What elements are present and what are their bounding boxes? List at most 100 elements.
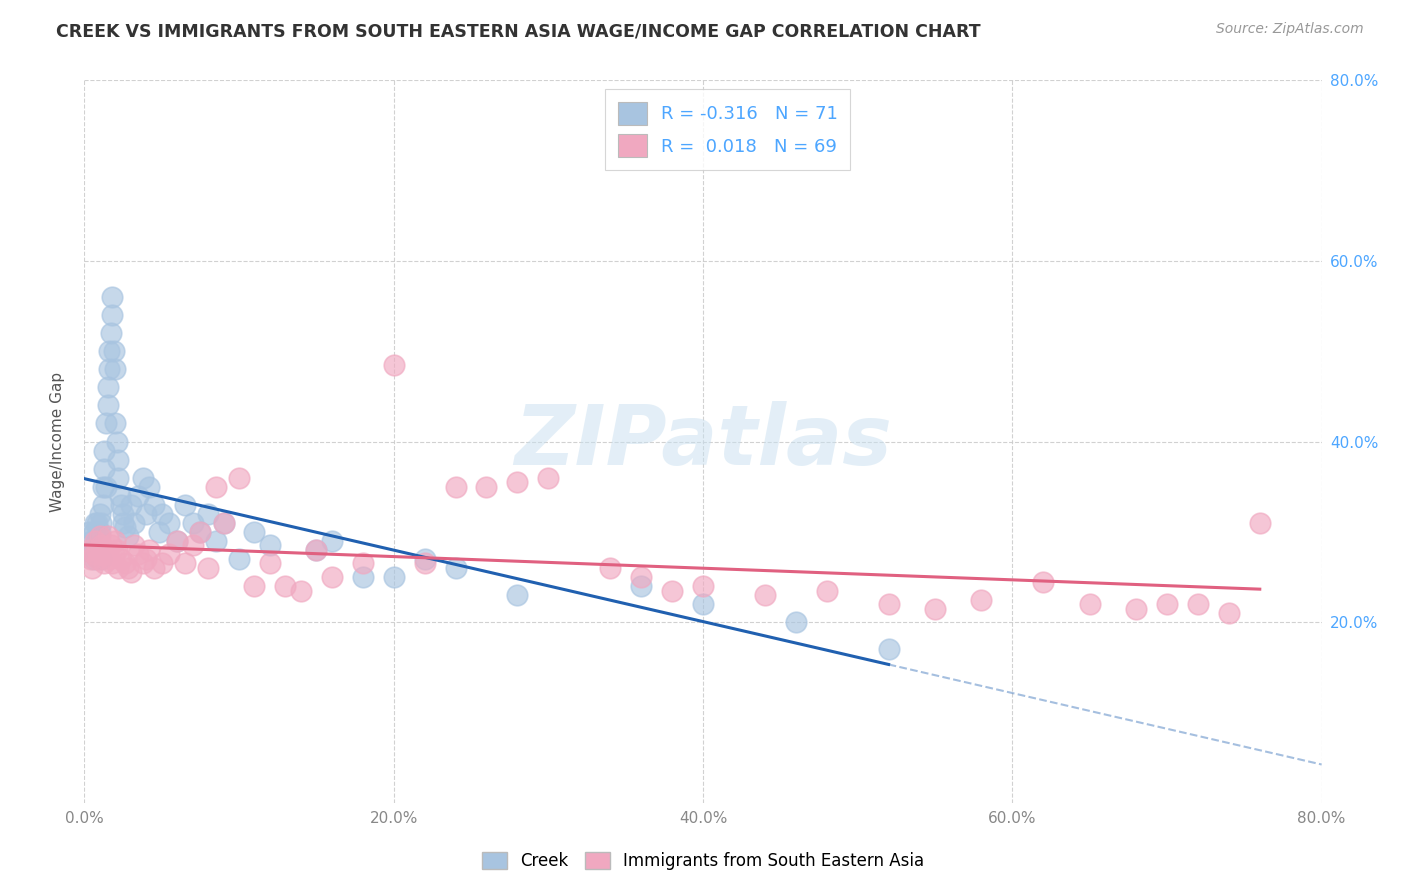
Point (1218, 606, 1240, 620)
Point (475, 480, 498, 494)
Point (101, 557, 124, 571)
Point (91, 548, 114, 562)
Point (90, 516, 112, 530)
Point (120, 498, 142, 512)
Point (205, 480, 228, 494)
Point (692, 579, 714, 593)
Point (101, 290, 124, 304)
Point (150, 557, 173, 571)
Point (321, 533, 343, 548)
Point (90, 552, 112, 566)
Point (661, 583, 683, 598)
Point (197, 507, 219, 521)
Point (1187, 597, 1209, 611)
Point (103, 344, 125, 359)
Text: ZIPatlas: ZIPatlas (515, 401, 891, 482)
Point (305, 542, 328, 557)
Point (321, 570, 343, 584)
Point (100, 326, 122, 340)
Point (537, 471, 560, 485)
Point (135, 507, 157, 521)
Point (143, 561, 166, 575)
Point (599, 561, 621, 575)
Point (94, 542, 117, 557)
Text: CREEK VS IMMIGRANTS FROM SOUTH EASTERN ASIA WAGE/INCOME GAP CORRELATION CHART: CREEK VS IMMIGRANTS FROM SOUTH EASTERN A… (56, 22, 981, 40)
Point (754, 588, 776, 602)
Point (91, 480, 114, 494)
Point (150, 507, 173, 521)
Point (86, 542, 108, 557)
Point (692, 597, 714, 611)
Point (630, 579, 652, 593)
Point (181, 516, 204, 530)
Point (352, 557, 374, 571)
Point (444, 561, 467, 575)
Point (120, 566, 142, 580)
Point (96, 398, 118, 412)
Point (444, 480, 467, 494)
Point (181, 538, 204, 552)
Point (84, 533, 107, 548)
Point (243, 524, 266, 539)
Y-axis label: Wage/Income Gap: Wage/Income Gap (51, 371, 65, 512)
Point (87, 529, 110, 543)
Point (259, 557, 281, 571)
Point (94, 480, 117, 494)
Point (148, 524, 170, 539)
Point (112, 516, 135, 530)
Point (382, 570, 405, 584)
Point (84, 542, 107, 557)
Point (212, 516, 235, 530)
Point (100, 538, 122, 552)
Point (98, 552, 121, 566)
Point (1249, 516, 1271, 530)
Point (413, 557, 436, 571)
Point (127, 548, 149, 562)
Point (630, 570, 652, 584)
Point (104, 533, 127, 548)
Point (212, 516, 235, 530)
Point (127, 489, 149, 503)
Point (87, 538, 110, 552)
Point (132, 471, 155, 485)
Point (89, 524, 111, 539)
Point (110, 552, 132, 566)
Point (924, 601, 946, 615)
Point (122, 516, 145, 530)
Point (83, 524, 105, 539)
Point (877, 597, 900, 611)
Point (86, 533, 108, 548)
Point (79, 552, 101, 566)
Point (197, 561, 219, 575)
Point (107, 452, 129, 467)
Point (98, 344, 121, 359)
Point (117, 561, 139, 575)
Point (112, 507, 135, 521)
Point (117, 529, 139, 543)
Point (1078, 597, 1101, 611)
Point (188, 524, 211, 539)
Point (89, 507, 111, 521)
Point (135, 552, 157, 566)
Point (205, 533, 228, 548)
Point (174, 557, 197, 571)
Point (188, 524, 211, 539)
Point (785, 615, 807, 630)
Point (104, 417, 127, 431)
Point (166, 533, 188, 548)
Point (86, 516, 108, 530)
Point (122, 538, 145, 552)
Point (1156, 597, 1178, 611)
Point (174, 498, 197, 512)
Point (89, 529, 111, 543)
Point (352, 570, 374, 584)
Point (93, 443, 115, 458)
Point (290, 583, 312, 598)
Point (143, 498, 166, 512)
Point (83, 552, 105, 566)
Point (228, 552, 250, 566)
Point (90, 538, 112, 552)
Point (166, 533, 188, 548)
Point (104, 362, 127, 376)
Point (82, 561, 104, 575)
